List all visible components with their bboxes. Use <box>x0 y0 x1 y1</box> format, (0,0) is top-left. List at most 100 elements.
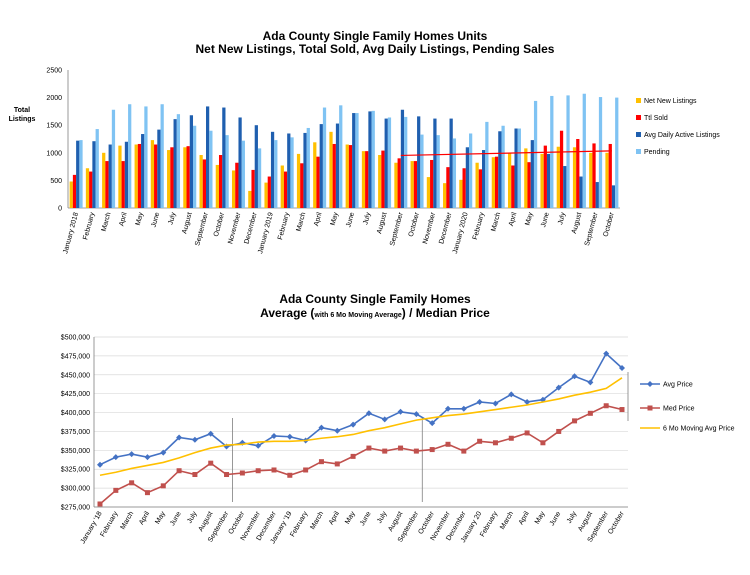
bar-pending <box>111 109 116 208</box>
chart1-legend-swatch <box>636 149 641 154</box>
bar-ttl-sold <box>218 155 223 208</box>
bar-ttl-sold <box>462 168 466 208</box>
avg-price-point <box>460 405 467 412</box>
bar-avg-daily-active-listings <box>384 118 388 208</box>
avg-price-point <box>286 433 293 440</box>
med-price-point <box>366 445 372 451</box>
avg-price-point <box>112 454 119 461</box>
bar-avg-daily-active-listings <box>530 140 534 208</box>
med-price-point <box>176 468 182 474</box>
chart1-ytick: 500 <box>50 178 62 185</box>
avg-price-point <box>413 411 420 418</box>
bar-avg-daily-active-listings <box>141 134 145 208</box>
avg-price-point <box>571 373 578 380</box>
med-price-point <box>429 447 435 453</box>
chart2-ytick: $375,000 <box>61 429 90 436</box>
bar-avg-daily-active-listings <box>270 131 275 208</box>
avg-price-point <box>160 449 167 456</box>
bar-avg-daily-active-listings <box>238 117 242 208</box>
bar-pending <box>193 125 197 208</box>
bar-avg-daily-active-listings <box>76 140 80 208</box>
avg-price-point <box>191 436 198 443</box>
avg-price-point <box>271 432 277 439</box>
bar-avg-daily-active-listings <box>254 125 258 208</box>
avg-price-point <box>144 454 151 461</box>
med-price-point <box>492 440 498 446</box>
bar-avg-daily-active-listings <box>400 109 405 208</box>
med-price-point <box>556 428 562 434</box>
avg-price-point <box>603 350 610 357</box>
med-price-point <box>287 472 293 478</box>
bar-net-new-listings <box>491 157 495 208</box>
bar-ttl-sold <box>283 171 288 208</box>
chart1-legend-swatch <box>636 132 641 137</box>
chart1-ytick: 2000 <box>46 95 62 102</box>
chart1-ytick: 1000 <box>46 150 62 157</box>
bar-avg-daily-active-listings <box>124 141 129 208</box>
bar-ttl-sold <box>543 145 547 208</box>
bar-ttl-sold <box>381 150 385 208</box>
chart2-xtick: June <box>549 510 563 527</box>
avg-price-point <box>318 424 325 431</box>
bar-ttl-sold <box>105 161 109 208</box>
bar-pending <box>355 113 359 208</box>
chart2-ytick: $300,000 <box>61 486 90 493</box>
chart1-ytick: 2500 <box>46 68 62 75</box>
bar-avg-daily-active-listings <box>563 166 567 208</box>
bar-ttl-sold <box>89 171 93 208</box>
chart2-xtick: March <box>499 510 515 530</box>
bar-avg-daily-active-listings <box>611 185 616 208</box>
bar-net-new-listings <box>85 168 90 208</box>
bar-avg-daily-active-listings <box>319 124 323 208</box>
chart2-ytick: $475,000 <box>61 353 90 360</box>
med-price-point <box>508 435 514 441</box>
bar-ttl-sold <box>316 156 320 208</box>
bar-ttl-sold <box>154 144 158 208</box>
bar-net-new-listings <box>248 190 252 208</box>
chart1-xtick: July <box>167 211 177 225</box>
chart2-xtick: March <box>120 510 136 530</box>
bar-net-new-listings <box>443 183 447 208</box>
chart2-xtick: April <box>138 510 151 526</box>
chart2-xtick: April <box>518 510 531 526</box>
med-price-point <box>540 440 546 446</box>
bar-pending <box>339 105 343 208</box>
chart1-xtick: July <box>557 211 567 225</box>
bar-avg-daily-active-listings <box>449 118 453 208</box>
chart2-subtitle-small: with 6 Mo Moving Average <box>314 312 402 319</box>
bar-pending <box>387 117 392 208</box>
med-price-point <box>603 403 609 409</box>
series-med-price <box>99 404 623 505</box>
chart1-trendline <box>400 150 612 157</box>
bar-pending <box>241 140 245 208</box>
bar-net-new-listings <box>264 182 268 208</box>
bar-ttl-sold <box>121 161 125 208</box>
bar-net-new-listings <box>556 146 560 208</box>
med-price-point <box>619 407 625 413</box>
bar-ttl-sold <box>235 162 239 208</box>
chart2-xtick: July <box>376 510 389 525</box>
bar-avg-daily-active-listings <box>368 111 372 208</box>
chart1-xtick: May <box>135 211 145 226</box>
bar-pending <box>322 107 327 208</box>
chart1-subtitle: Net New Listings, Total Sold, Avg Daily … <box>195 42 555 56</box>
bar-net-new-listings <box>540 153 544 208</box>
chart2-ytick: $275,000 <box>61 505 90 512</box>
chart2-xtick: August <box>577 510 594 532</box>
med-price-point <box>144 490 150 496</box>
med-price-point <box>445 441 451 447</box>
bar-ttl-sold <box>332 143 336 208</box>
bar-ttl-sold <box>267 176 271 208</box>
med-price-point <box>461 448 467 454</box>
bar-net-new-listings <box>459 179 463 208</box>
series-avg-price <box>99 352 623 466</box>
bar-net-new-listings <box>280 165 284 208</box>
med-price-point <box>413 448 419 454</box>
med-price-point <box>255 468 261 474</box>
chart1-legend-label: Net New Listings <box>644 98 697 105</box>
bar-avg-daily-active-listings <box>352 113 356 208</box>
bar-pending <box>436 135 440 208</box>
med-price-point <box>129 480 135 486</box>
chart2-xtick: January '18 <box>80 510 104 545</box>
chart2-xtick: August <box>387 510 404 532</box>
